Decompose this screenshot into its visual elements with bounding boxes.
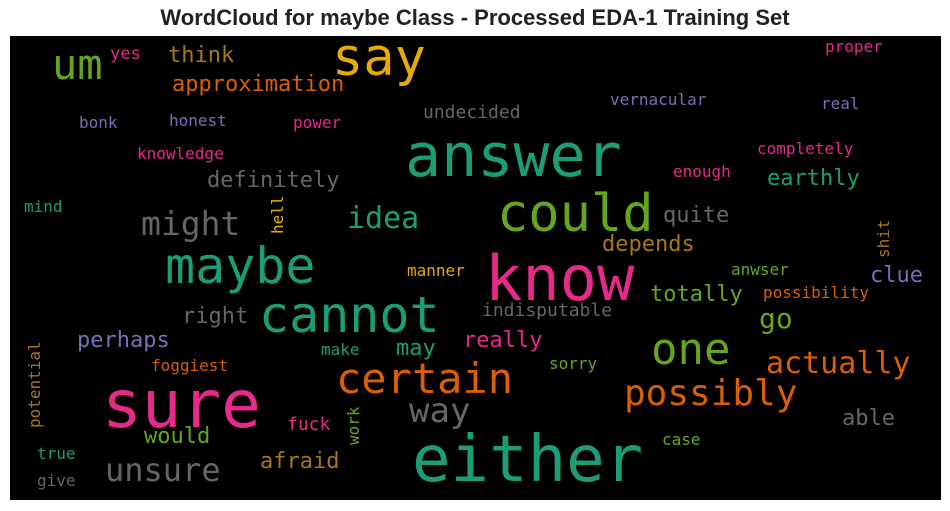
word-go: go (759, 302, 793, 335)
word-able: able (842, 406, 895, 431)
word-clue: clue (870, 263, 923, 288)
word-honest: honest (169, 111, 227, 130)
word-really: really (463, 328, 543, 353)
word-indisputable: indisputable (482, 300, 613, 321)
word-perhaps: perhaps (77, 328, 170, 353)
word-maybe: maybe (165, 237, 316, 295)
word-one: one (651, 324, 731, 375)
word-fuck: fuck (287, 414, 331, 435)
word-true: true (37, 444, 76, 463)
word-could: could (497, 184, 654, 244)
word-um: um (52, 40, 103, 89)
word-bonk: bonk (79, 113, 118, 132)
word-unsure: unsure (105, 451, 221, 489)
word-undecided: undecided (423, 102, 521, 123)
word-actually: actually (766, 346, 911, 381)
word-either: either (412, 423, 644, 497)
word-know: know (485, 242, 635, 315)
word-work: work (344, 406, 363, 445)
word-way: way (409, 391, 471, 431)
word-foggiest: foggiest (151, 356, 229, 375)
word-make: make (321, 340, 360, 359)
word-knowledge: knowledge (137, 144, 224, 163)
word-hell: hell (268, 195, 287, 234)
word-possibility: possibility (763, 283, 869, 302)
word-quite: quite (663, 203, 730, 228)
word-shit: shit (874, 219, 893, 258)
word-real: real (821, 94, 860, 113)
word-certain: certain (336, 354, 514, 403)
word-totally: totally (650, 282, 743, 307)
word-manner: manner (407, 261, 465, 280)
word-think: think (168, 43, 235, 68)
word-idea: idea (347, 201, 420, 236)
word-yes: yes (110, 44, 141, 64)
word-cloud-canvas: say um think yes proper approximation ve… (10, 36, 941, 500)
word-say: say (332, 36, 426, 88)
word-may: may (396, 336, 436, 361)
word-would: would (144, 424, 211, 449)
word-right: right (182, 304, 249, 329)
word-power: power (293, 113, 342, 132)
word-earthly: earthly (767, 166, 860, 191)
word-possibly: possibly (624, 373, 798, 414)
word-answer: answer (405, 121, 622, 191)
word-potential: potential (25, 341, 44, 428)
word-approximation: approximation (172, 72, 345, 97)
word-depends: depends (602, 232, 695, 257)
word-cannot: cannot (259, 286, 440, 344)
word-case: case (662, 430, 701, 449)
word-vernacular: vernacular (610, 90, 707, 109)
word-mind: mind (24, 197, 63, 216)
word-proper: proper (825, 37, 883, 56)
word-anwser: anwser (731, 260, 789, 279)
word-afraid: afraid (260, 449, 340, 474)
word-enough: enough (673, 162, 731, 181)
word-give: give (37, 471, 76, 490)
word-sorry: sorry (549, 354, 598, 373)
word-sure: sure (102, 366, 261, 443)
word-completely: completely (757, 139, 854, 158)
word-definitely: definitely (207, 168, 340, 193)
chart-title: WordCloud for maybe Class - Processed ED… (160, 5, 790, 30)
word-might: might (141, 204, 241, 243)
